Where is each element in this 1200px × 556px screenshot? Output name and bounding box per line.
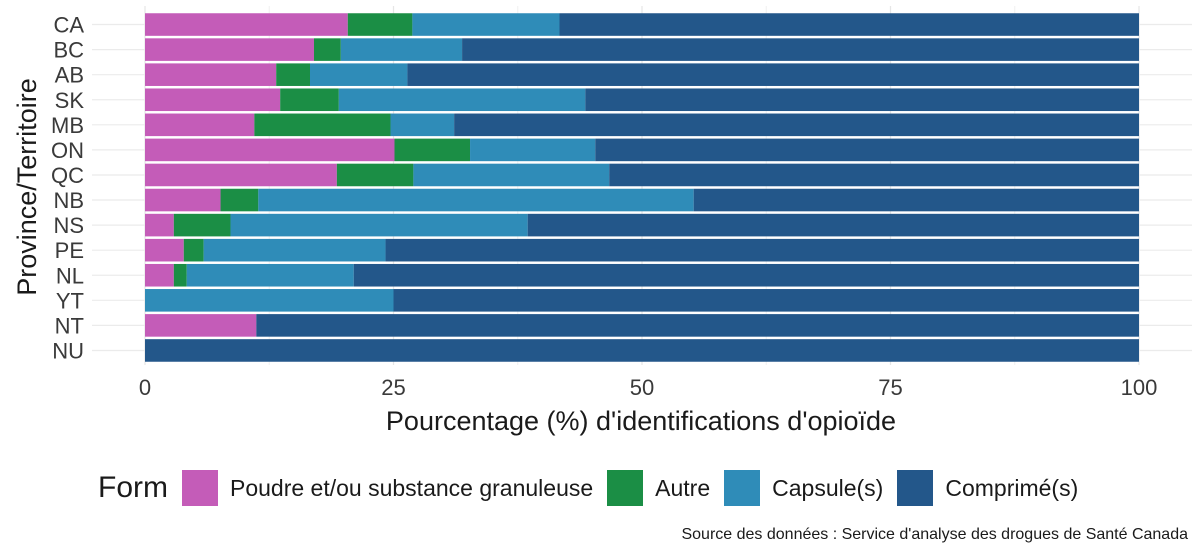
bar-qc-series-0 [145,163,337,187]
bar-nt-series-0 [145,314,257,337]
x-tick-25: 25 [381,375,405,400]
bar-nl-series-0 [145,263,174,287]
bar-ns-series-2 [230,213,528,237]
bar-on-series-2 [470,138,596,162]
y-tick-mb: MB [51,113,84,138]
x-tick-0: 0 [139,375,151,400]
legend-label-autre: Autre [655,474,711,501]
bar-nl-series-2 [186,263,354,287]
x-tick-100: 100 [1121,375,1158,400]
y-tick-ca: CA [53,13,84,38]
legend-item-comprimes: Comprimé(s) [897,470,1078,506]
bar-nu-series-3 [145,339,1139,362]
bar-ns-series-3 [527,213,1139,237]
bar-yt-series-2 [145,289,394,312]
bar-ab-series-2 [310,63,408,86]
bar-pe-series-3 [385,238,1140,262]
bar-bc-series-0 [145,38,314,61]
x-tick-75: 75 [878,375,902,400]
bar-pe-series-1 [183,238,204,262]
bar-nb-series-1 [220,188,259,212]
bar-mb-series-0 [145,113,255,137]
bar-pe-series-2 [203,238,386,262]
bar-mb-series-3 [454,113,1139,137]
legend-label-capsules: Capsule(s) [772,474,884,501]
y-axis-label: Province/Territoire [12,78,42,296]
bar-sk-series-0 [145,88,281,112]
legend-swatch-autre [607,470,644,506]
bar-qc-series-2 [413,163,610,187]
data-source-note: Source des données : Service d'analyse d… [681,526,1188,543]
y-tick-ab: AB [55,63,84,88]
x-axis-label: Pourcentage (%) d'identifications d'opio… [386,406,896,436]
legend-swatch-comprimes [897,470,934,506]
y-tick-bc: BC [53,38,84,63]
bar-ca-series-3 [559,13,1139,36]
bar-qc-series-3 [609,163,1139,187]
legend-swatch-poudre [182,470,218,506]
legend-item-autre: Autre [607,470,710,506]
legend-label-comprimes: Comprimé(s) [945,474,1079,501]
x-tick-labels: 0 25 50 75 100 [139,375,1157,400]
y-tick-nb: NB [53,188,84,213]
legend-swatch-capsules [724,470,761,506]
bar-mb-series-2 [390,113,455,137]
y-tick-on: ON [51,138,84,163]
bar-on-series-0 [145,138,395,162]
y-tick-qc: QC [51,163,84,188]
bar-segments [145,13,1140,362]
y-tick-pe: PE [55,238,84,263]
x-tick-50: 50 [630,375,654,400]
bar-pe-series-0 [145,238,184,262]
legend: Form Poudre et/ou substance granuleuse A… [98,466,1092,510]
y-tick-yt: YT [56,288,84,313]
bar-ca-series-0 [145,13,348,36]
bar-nb-series-0 [145,188,221,212]
bar-ns-series-0 [145,213,174,237]
bar-bc-series-3 [462,38,1139,61]
bar-qc-series-1 [336,163,414,187]
legend-item-capsules: Capsule(s) [724,470,883,506]
y-tick-ns: NS [53,213,84,238]
bar-mb-series-1 [254,113,391,137]
bar-nl-series-3 [353,263,1139,287]
y-tick-nu: NU [52,338,84,363]
bar-nl-series-1 [173,263,187,287]
bar-on-series-3 [595,138,1139,162]
bar-ns-series-1 [173,213,231,237]
bar-bc-series-1 [313,38,341,61]
bar-sk-series-2 [338,88,586,112]
bar-yt-series-3 [393,289,1139,312]
legend-label-poudre: Poudre et/ou substance granuleuse [230,474,594,501]
bar-nt-series-3 [256,314,1139,337]
bar-ab-series-0 [145,63,277,86]
bar-sk-series-1 [280,88,339,112]
bar-ab-series-1 [276,63,311,86]
y-tick-nl: NL [56,263,84,288]
y-tick-nt: NT [55,313,84,338]
bar-nb-series-2 [258,188,694,212]
bar-ab-series-3 [407,63,1139,86]
bar-bc-series-2 [340,38,463,61]
bar-ca-series-2 [412,13,560,36]
bar-nb-series-3 [693,188,1139,212]
bar-sk-series-3 [585,88,1139,112]
bar-on-series-1 [394,138,471,162]
bar-ca-series-1 [347,13,413,36]
legend-title: Form [98,471,168,504]
legend-item-poudre: Poudre et/ou substance granuleuse [182,470,593,506]
y-tick-sk: SK [55,88,85,113]
